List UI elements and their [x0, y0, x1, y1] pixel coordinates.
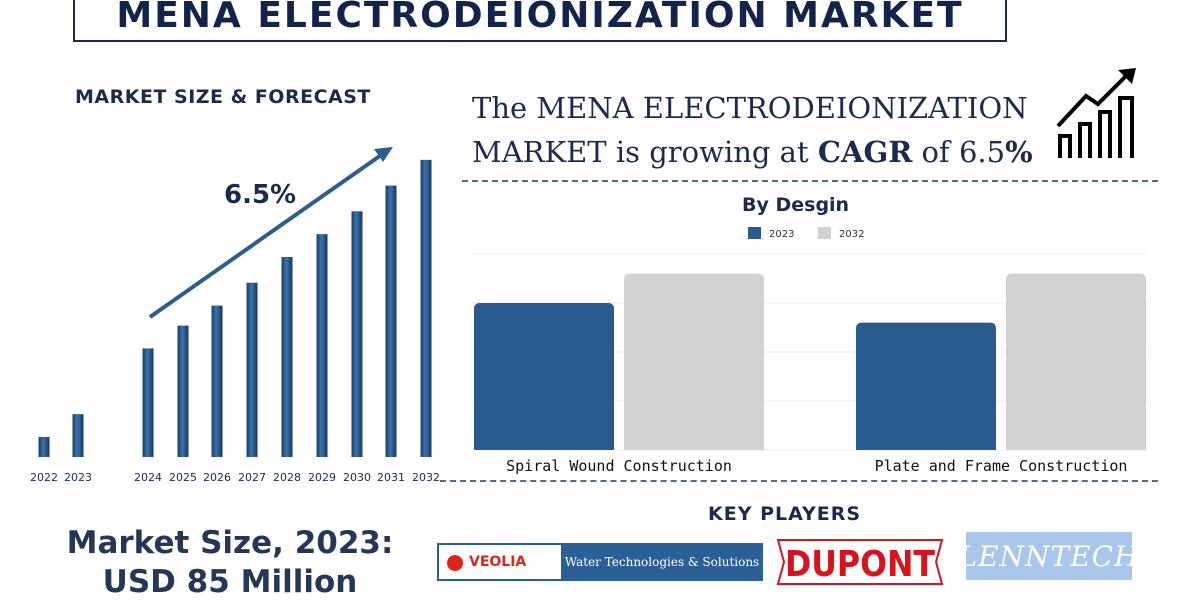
forecast-bar-2032	[420, 159, 432, 457]
legend-label-2032: 2032	[839, 229, 864, 240]
forecast-tick-label: 2024	[134, 471, 162, 484]
forecast-bar-2029	[316, 234, 328, 457]
forecast-tick-label: 2032	[412, 471, 440, 484]
dupont-logo-text: DUPONT	[785, 544, 935, 585]
legend-swatch-2032	[818, 227, 831, 239]
veolia-logo-text: VEOLIA	[469, 554, 527, 570]
forecast-tick-labels: 2022 2023 2024 2025 2026 2027 2028 2029 2030 2031…	[30, 471, 440, 484]
title-banner: MENA ELECTRODEIONIZATION MARKET	[73, 0, 1007, 42]
market-size-line2: USD 85 Million	[102, 564, 358, 600]
headline-prefix: MARKET is growing at	[472, 135, 809, 169]
trend-arrow-icon	[148, 151, 386, 319]
design-category-label: Spiral Wound Construction	[506, 457, 732, 475]
forecast-chart-title: MARKET SIZE & FORECAST	[75, 86, 371, 108]
growth-chart-icon	[1056, 68, 1136, 158]
headline-cagr: CAGR	[817, 135, 913, 169]
forecast-bar-2023	[72, 414, 84, 457]
market-size-line1: Market Size, 2023:	[66, 525, 394, 561]
forecast-tick-label: 2029	[308, 471, 336, 484]
forecast-tick-label: 2022	[30, 471, 58, 484]
forecast-bar-2028	[281, 257, 293, 457]
design-bar-2023	[856, 322, 996, 450]
design-bar-2032	[1006, 273, 1146, 450]
divider-bottom	[440, 480, 1158, 482]
key-players-title: KEY PLAYERS	[708, 503, 862, 525]
headline-percent: %	[1005, 135, 1033, 169]
design-bar-2032	[624, 273, 764, 450]
design-category-labels: Spiral Wound Construction Plate and Frame…	[506, 457, 1127, 475]
veolia-logo-subtitle: Water Technologies & Solutions	[564, 555, 760, 569]
cagr-headline: The MENA ELECTRODEIONIZATION MARKET is g…	[472, 86, 1033, 174]
page-title: MENA ELECTRODEIONIZATION MARKET	[116, 0, 964, 36]
forecast-tick-label: 2023	[64, 471, 92, 484]
design-bars	[474, 273, 1146, 450]
forecast-tick-label: 2030	[343, 471, 371, 484]
forecast-bar-2022	[38, 437, 50, 457]
veolia-logo: VEOLIA Water Technologies & Solutions	[437, 543, 763, 581]
trend-arrow-head	[374, 147, 393, 162]
design-legend: 2023 2032	[748, 227, 864, 240]
legend-swatch-2023	[748, 227, 761, 239]
legend-label-2023: 2023	[769, 229, 794, 240]
dupont-logo: DUPONT	[776, 539, 944, 585]
forecast-bar-2027	[246, 282, 258, 457]
divider-top	[462, 180, 1158, 182]
headline-line2: MARKET is growing at CAGR of 6.5%	[472, 130, 1033, 174]
forecast-tick-label: 2025	[169, 471, 197, 484]
forecast-tick-label: 2028	[273, 471, 301, 484]
forecast-tick-label: 2031	[377, 471, 405, 484]
forecast-bar-2031	[385, 185, 397, 458]
forecast-bar-2025	[177, 325, 189, 457]
headline-line1: The MENA ELECTRODEIONIZATION	[472, 91, 1028, 125]
veolia-circle-icon	[447, 555, 463, 571]
forecast-bar-2026	[211, 305, 223, 457]
forecast-tick-label: 2026	[203, 471, 231, 484]
forecast-bar-2024	[142, 348, 154, 457]
veolia-logo-mark: VEOLIA	[439, 545, 561, 579]
forecast-bar-2030	[351, 211, 363, 457]
forecast-tick-label: 2027	[238, 471, 266, 484]
design-chart-title: By Desgin	[742, 194, 850, 216]
design-chart: 2023 2032 Spiral Wound Construction Plate …	[472, 227, 1148, 475]
market-size-callout: Market Size, 2023: USD 85 Million	[30, 524, 430, 602]
lenntech-logo: LENNTECH	[959, 532, 1139, 580]
lenntech-logo-text: LENNTECH	[958, 539, 1140, 573]
growth-rate-label: 6.5%	[224, 180, 296, 210]
headline-mid: of 6.5	[921, 135, 1006, 169]
design-bar-2023	[474, 303, 614, 450]
forecast-bars	[38, 159, 432, 458]
forecast-chart: 2022 2023 2024 2025 2026 2027 2028 2029 2030 2031…	[30, 147, 440, 484]
design-category-label: Plate and Frame Construction	[875, 457, 1128, 475]
